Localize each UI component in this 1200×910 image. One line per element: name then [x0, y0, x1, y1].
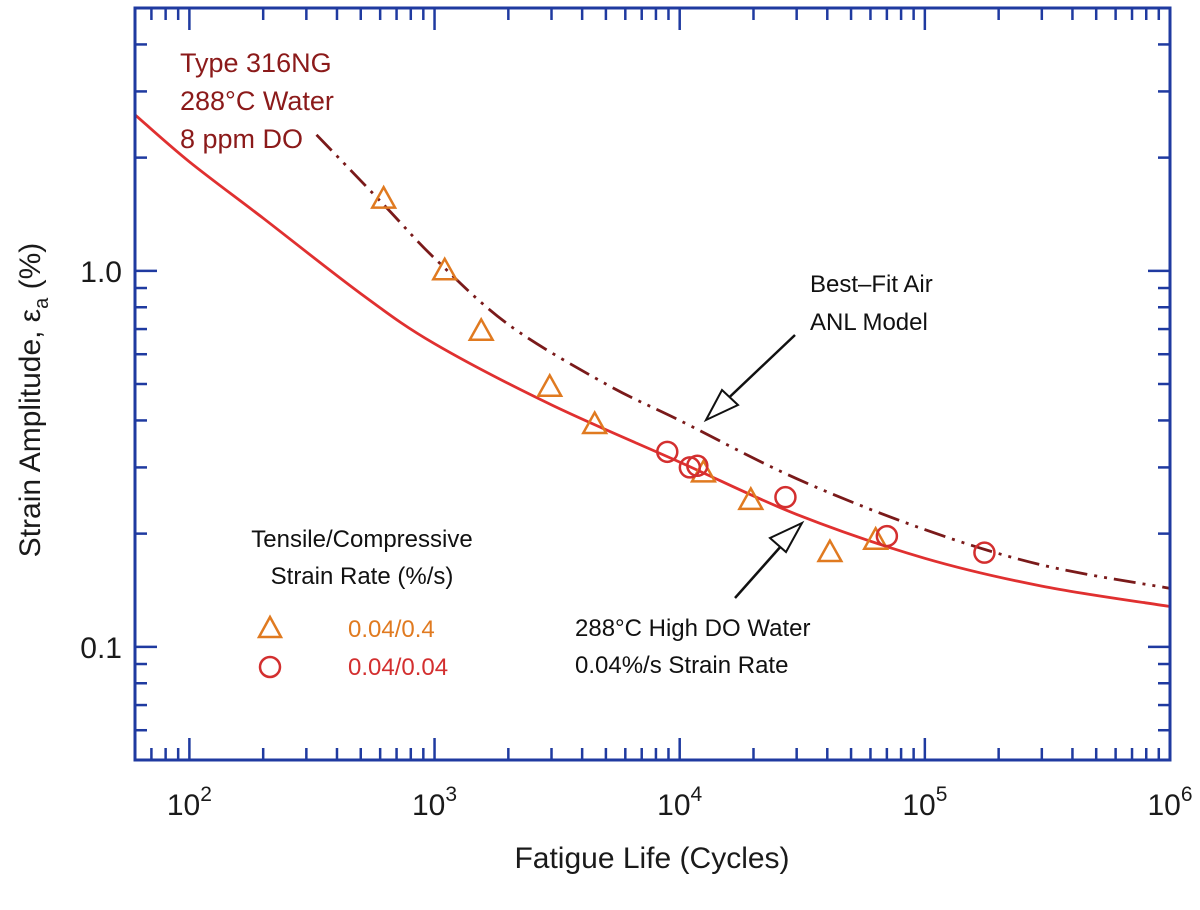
x-tick-label: 106 — [1147, 783, 1192, 822]
y-tick-label: 0.1 — [80, 632, 122, 665]
triangle-point — [370, 184, 398, 209]
legend-title-line2: Strain Rate (%/s) — [271, 563, 454, 590]
legend-label-circle: 0.04/0.04 — [348, 654, 448, 681]
x-tick-label: 105 — [902, 783, 947, 822]
x-tick-label: 102 — [167, 783, 212, 822]
water-curve-label-line1: 288°C High DO Water — [575, 615, 810, 642]
air-model-curve — [315, 133, 1171, 590]
circle-point — [774, 485, 797, 509]
axis-ticks — [133, 6, 1172, 762]
condition-material: Type 316NG — [180, 48, 332, 78]
water-curve-label-line2: 0.04%/s Strain Rate — [575, 652, 788, 679]
triangle-point — [536, 372, 564, 397]
x-axis-title: Fatigue Life (Cycles) — [514, 842, 789, 875]
legend-circle-marker — [258, 655, 282, 679]
triangle-point — [737, 485, 765, 511]
x-tick-labels: 102 103 104 105 106 — [167, 783, 1193, 822]
y-tick-labels: 1.0 0.1 — [80, 256, 122, 665]
y-axis-title-subscript: a — [31, 297, 53, 309]
condition-environment: 288°C Water — [180, 86, 334, 116]
triangle-point — [581, 410, 609, 435]
circle-point — [656, 440, 679, 464]
legend-triangle-marker — [256, 614, 284, 639]
air-model-arrow — [703, 334, 796, 423]
air-model-label-line1: Best–Fit Air — [810, 271, 933, 298]
circle-point — [875, 524, 899, 548]
y-axis-title: Strain Amplitude, εa (%) — [14, 243, 53, 558]
triangle-point — [467, 316, 495, 342]
triangle-point — [431, 256, 459, 281]
triangle-point — [689, 458, 717, 483]
circle-point — [973, 541, 996, 564]
x-tick-label: 104 — [657, 783, 702, 822]
legend-title-line1: Tensile/Compressive — [251, 526, 472, 553]
condition-dissolved-oxygen: 8 ppm DO — [180, 124, 303, 154]
water-curve-arrow — [734, 520, 805, 599]
y-axis-title-main: Strain Amplitude, ε — [14, 309, 47, 558]
x-tick-label: 103 — [412, 783, 457, 822]
circle-point — [686, 454, 709, 478]
curves — [134, 113, 1171, 608]
legend-label-triangle: 0.04/0.4 — [348, 616, 435, 643]
air-model-label-line2: ANL Model — [810, 309, 928, 336]
legend: Tensile/Compressive Strain Rate (%/s) 0.… — [251, 526, 472, 681]
y-axis-title-unit: (%) — [14, 243, 47, 298]
plot-frame — [133, 6, 1172, 762]
water-model-curve — [134, 113, 1171, 608]
triangle-point — [816, 538, 844, 563]
y-tick-label: 1.0 — [80, 256, 122, 289]
triangle-point — [862, 525, 890, 550]
data-points — [370, 184, 996, 564]
